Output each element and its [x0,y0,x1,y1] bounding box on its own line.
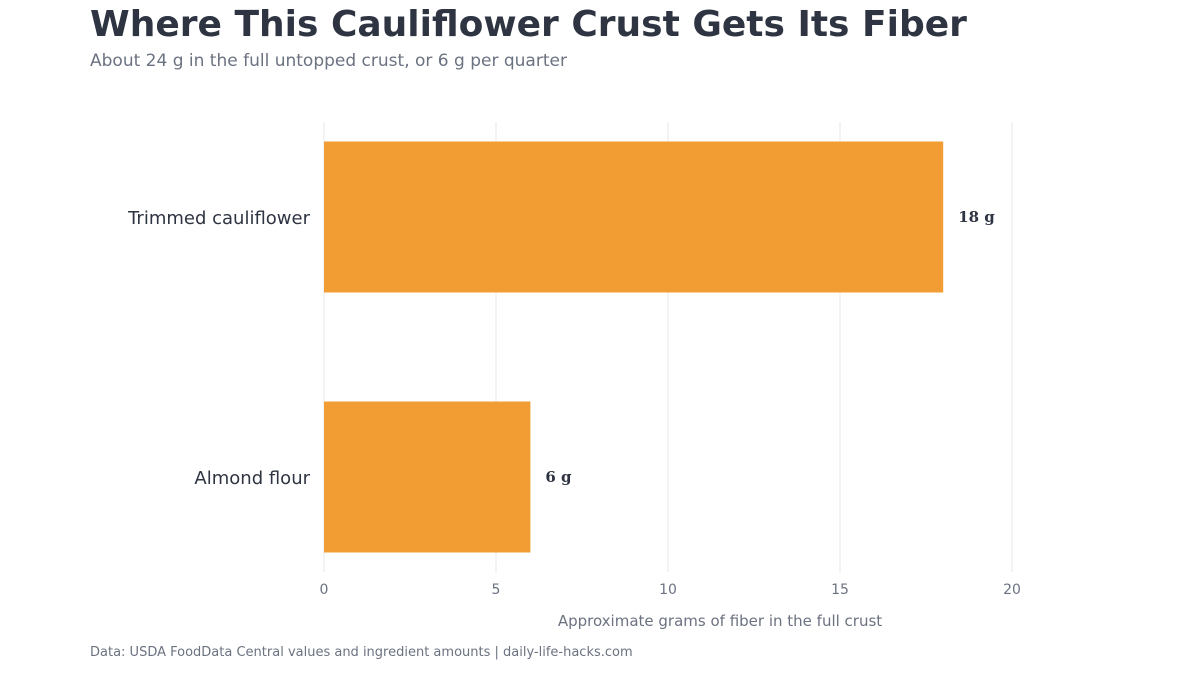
x-tick-label-2: 10 [659,582,677,598]
data-label-0: 18 g [958,208,995,226]
category-label-0: Trimmed cauliflower [127,208,311,229]
bar-0 [324,141,944,293]
bars [324,141,944,553]
bar-1 [324,401,531,553]
labels: 0 5 10 15 20 Trimmed cauliflower 18 g Almond fl… [127,208,1021,630]
category-label-1: Almond flour [194,468,310,489]
x-tick-label-1: 5 [492,582,501,598]
x-tick-label-4: 20 [1003,582,1021,598]
chart-title: Where This Cauliflower Crust Gets Its Fi… [90,4,967,45]
data-label-1: 6 g [545,468,572,486]
x-tick-label-0: 0 [320,582,329,598]
x-axis-title: Approximate grams of fiber in the full c… [558,612,882,630]
chart-subtitle: About 24 g in the full untopped crust, o… [90,51,567,71]
source-note: Data: USDA FoodData Central values and i… [90,645,633,660]
x-tick-label-3: 15 [831,582,849,598]
